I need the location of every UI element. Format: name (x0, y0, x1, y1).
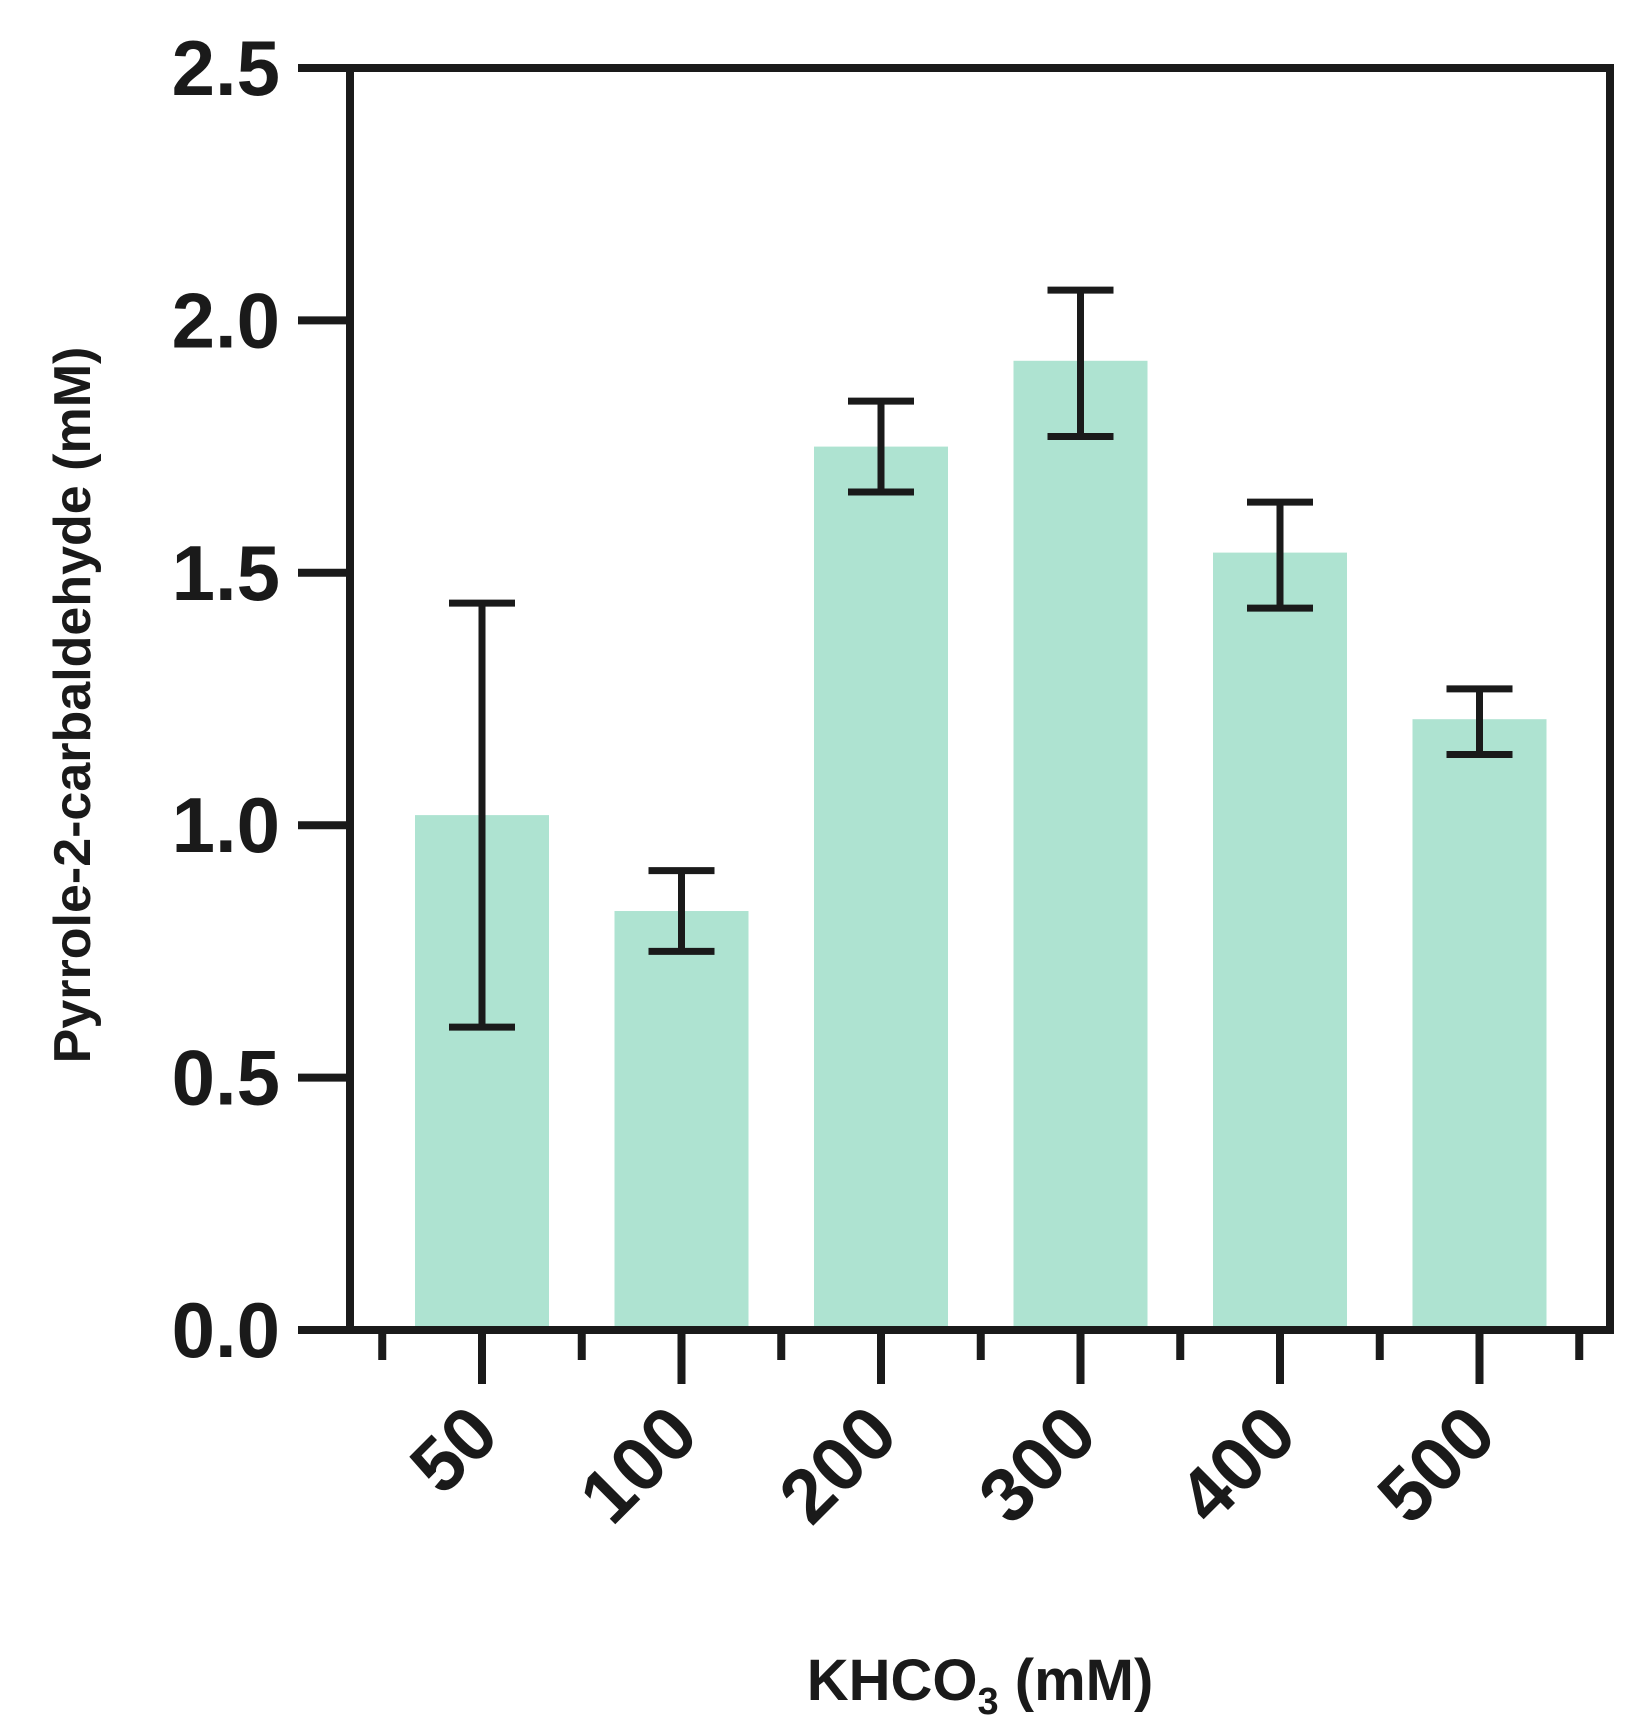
x-axis-title-unit: (mM) (999, 1648, 1154, 1713)
x-axis-title-subscript: 3 (978, 1681, 999, 1723)
bar-300 (1013, 360, 1148, 1330)
axes-layer (298, 64, 1614, 1384)
x-axis-title-main: KHCO (807, 1648, 978, 1713)
bars-layer (415, 360, 1547, 1331)
y-tick-label: 0.5 (172, 1034, 280, 1122)
x-tick-label: 200 (763, 1390, 913, 1540)
y-tick-label: 1.0 (172, 781, 280, 869)
y-tick-label: 2.0 (172, 276, 280, 364)
y-tick-label: 1.5 (172, 529, 280, 617)
x-axis-title: KHCO3 (mM) (807, 1648, 1154, 1723)
error-bars-layer (449, 286, 1513, 1031)
error-bar-400 (1247, 498, 1313, 612)
bar-200 (814, 446, 948, 1331)
y-tick-label: 0.0 (172, 1286, 280, 1374)
bar-500 (1412, 719, 1547, 1330)
x-tick-label: 50 (394, 1390, 514, 1510)
bar-400 (1213, 552, 1347, 1330)
error-bar-500 (1446, 685, 1513, 759)
x-tick-label: 500 (1362, 1390, 1512, 1540)
error-bar-300 (1047, 286, 1114, 441)
plot-frame (346, 64, 1614, 1334)
x-tick-label: 100 (564, 1390, 714, 1540)
error-bar-100 (648, 867, 715, 955)
y-axis-title: Pyrrole-2-carbaldehyde (mM) (44, 347, 102, 1064)
error-bar-200 (848, 397, 914, 496)
x-tick-label: 400 (1162, 1390, 1312, 1540)
y-tick-label: 2.5 (172, 24, 280, 112)
x-tick-label: 300 (963, 1390, 1113, 1540)
bar-100 (614, 911, 749, 1330)
error-bar-50 (449, 599, 515, 1031)
